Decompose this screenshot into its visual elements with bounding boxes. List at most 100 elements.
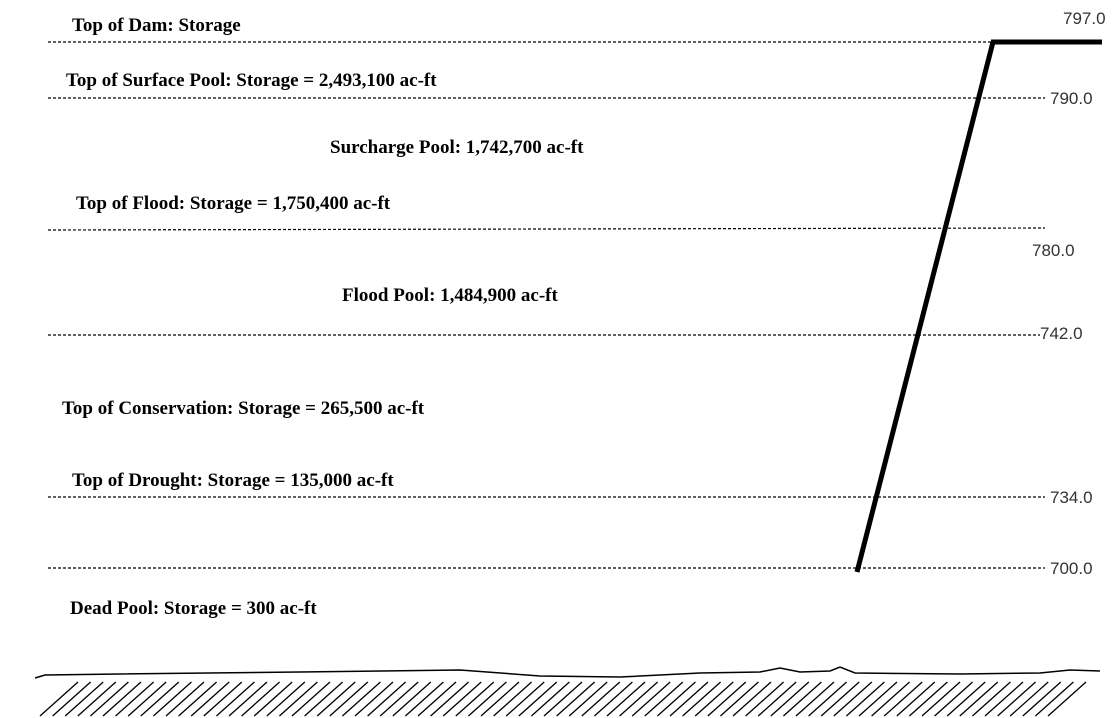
pool-label: Dead Pool: Storage = 300 ac-ft — [70, 598, 317, 619]
hatch-line — [39, 681, 79, 717]
hatch-line — [732, 681, 772, 717]
hatch-line — [581, 681, 621, 717]
hatch-line — [1009, 681, 1049, 717]
pool-label: Top of Conservation: Storage = 265,500 a… — [62, 398, 425, 419]
hatch-line — [165, 681, 205, 717]
hatch-line — [959, 681, 999, 717]
pool-label: Top of Drought: Storage = 135,000 ac-ft — [72, 470, 394, 491]
hatch-line — [102, 681, 142, 717]
hatch-line — [782, 681, 822, 717]
hatch-line — [644, 681, 684, 717]
hatch-line — [304, 681, 344, 717]
hatch-line — [745, 681, 785, 717]
hatch-line — [190, 681, 230, 717]
hatch-line — [795, 681, 835, 717]
hatch-line — [329, 681, 369, 717]
hatch-line — [417, 681, 457, 717]
elevation-label: 734.0 — [1050, 488, 1093, 507]
hatch-line — [215, 681, 255, 717]
hatch-line — [266, 681, 306, 717]
elevation-label: 797.0 — [1063, 9, 1106, 28]
hatch-line — [127, 681, 167, 717]
level-line — [47, 227, 1046, 231]
hatch-line — [115, 681, 155, 717]
hatch-line — [354, 681, 394, 717]
hatch-line — [883, 681, 923, 717]
hatch-line — [228, 681, 268, 717]
hatch-line — [341, 681, 381, 717]
hatch-line — [455, 681, 495, 717]
hatch-line — [833, 681, 873, 717]
hatch-line — [682, 681, 722, 717]
hatch-line — [971, 681, 1011, 717]
elevation-label: 742.0 — [1040, 324, 1083, 343]
hatch-line — [808, 681, 848, 717]
hatch-line — [316, 681, 356, 717]
hatch-line — [430, 681, 470, 717]
hatch-line — [140, 681, 180, 717]
hatch-line — [820, 681, 860, 717]
hatch-line — [89, 681, 129, 717]
hatch-line — [858, 681, 898, 717]
hatch-line — [934, 681, 974, 717]
ground-line — [34, 666, 1101, 679]
hatch-line — [1022, 681, 1062, 717]
hatch-line — [719, 681, 759, 717]
dam-face — [854, 41, 996, 573]
hatch-line — [241, 681, 281, 717]
pool-label: Flood Pool: 1,484,900 ac-ft — [342, 285, 559, 306]
hatch-line — [367, 681, 407, 717]
hatch-line — [203, 681, 243, 717]
hatch-line — [871, 681, 911, 717]
hatch-line — [52, 681, 92, 717]
hatch-line — [278, 681, 318, 717]
hatch-line — [442, 681, 482, 717]
hatch-line — [392, 681, 432, 717]
hatch-line — [77, 681, 117, 717]
hatch-line — [1047, 681, 1087, 717]
hatch-line — [656, 681, 696, 717]
hatch-line — [178, 681, 218, 717]
hatch-line — [291, 681, 331, 717]
hatch-line — [757, 681, 797, 717]
hatch-line — [997, 681, 1037, 717]
hatch-line — [631, 681, 671, 717]
hatch-line — [908, 681, 948, 717]
pool-label: Top of Flood: Storage = 1,750,400 ac-ft — [76, 193, 391, 214]
hatch-line — [543, 681, 583, 717]
hatch-line — [984, 681, 1024, 717]
pool-label: Top of Surface Pool: Storage = 2,493,100… — [66, 70, 437, 91]
hatch-line — [921, 681, 961, 717]
hatch-line — [253, 681, 293, 717]
level-lines — [47, 41, 1046, 569]
hatch-line — [467, 681, 507, 717]
hatch-line — [556, 681, 596, 717]
hatch-line — [606, 681, 646, 717]
hatch-line — [480, 681, 520, 717]
hatch-line — [518, 681, 558, 717]
ground-hatch — [39, 681, 1087, 717]
pool-label: Top of Dam: Storage — [72, 15, 241, 36]
hatch-line — [505, 681, 545, 717]
hatch-line — [530, 681, 570, 717]
hatch-line — [694, 681, 734, 717]
hatch-line — [619, 681, 659, 717]
hatch-line — [1034, 681, 1074, 717]
hatch-line — [152, 681, 192, 717]
pool-label: Surcharge Pool: 1,742,700 ac-ft — [330, 137, 584, 158]
hatch-line — [493, 681, 533, 717]
hatch-line — [896, 681, 936, 717]
hatch-line — [568, 681, 608, 717]
hatch-line — [845, 681, 885, 717]
hatch-line — [707, 681, 747, 717]
hatch-line — [593, 681, 633, 717]
hatch-line — [669, 681, 709, 717]
hatch-line — [770, 681, 810, 717]
hatch-line — [946, 681, 986, 717]
elevation-label: 780.0 — [1032, 241, 1075, 260]
elevation-label: 700.0 — [1050, 559, 1093, 578]
hatch-line — [64, 681, 104, 717]
elevation-label: 790.0 — [1050, 89, 1093, 108]
hatch-line — [404, 681, 444, 717]
